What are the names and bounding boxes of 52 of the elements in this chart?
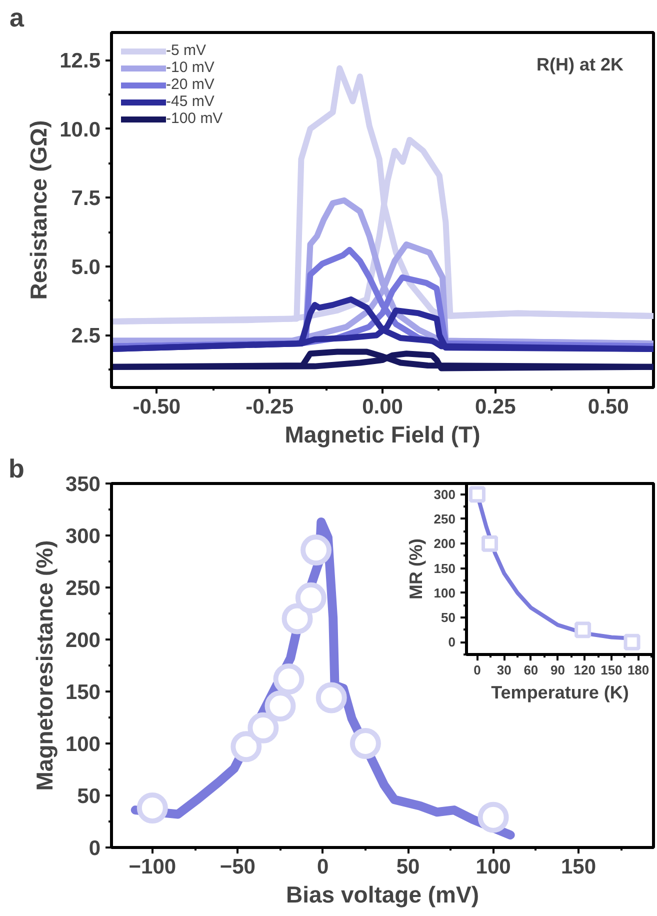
x-tick-label: 30 bbox=[496, 662, 512, 678]
y-axis-title: MR (%) bbox=[406, 538, 426, 600]
y-tick-label: 50 bbox=[441, 610, 456, 626]
x-tick-label: 100 bbox=[476, 856, 511, 878]
y-tick-label: 5.0 bbox=[71, 256, 101, 279]
legend-label: -5 mV bbox=[166, 42, 206, 59]
text: a bbox=[10, 2, 24, 32]
legend-label: -10 mV bbox=[166, 59, 214, 76]
x-tick-label: −100 bbox=[128, 856, 176, 878]
x-tick-label: 0 bbox=[474, 662, 481, 678]
x-tick-label: 0.25 bbox=[474, 396, 516, 418]
x-tick-label: −50 bbox=[220, 856, 256, 878]
x-axis-title: Magnetic Field (T) bbox=[284, 422, 480, 448]
y-tick-label: 100 bbox=[434, 585, 456, 600]
y-tick-label: 200 bbox=[434, 536, 456, 552]
y-tick-label: 50 bbox=[77, 785, 100, 808]
text: b bbox=[8, 454, 24, 484]
x-tick-label: 0 bbox=[317, 856, 329, 878]
y-tick-label: 0 bbox=[88, 837, 101, 860]
y-tick-label: 250 bbox=[434, 511, 456, 526]
y-tick-label: 0 bbox=[448, 634, 456, 650]
y-tick-label: 150 bbox=[65, 681, 101, 704]
y-tick-label: 7.5 bbox=[71, 187, 101, 210]
y-tick-label: 2.5 bbox=[71, 324, 101, 348]
x-axis-title: Temperature (K) bbox=[491, 682, 629, 702]
legend-label: -20 mV bbox=[166, 76, 214, 93]
x-tick-label: -0.50 bbox=[132, 396, 181, 418]
y-tick-label: 350 bbox=[65, 473, 101, 496]
y-tick-label: 12.5 bbox=[60, 50, 101, 73]
y-axis-title: Resistance (GΩ) bbox=[26, 120, 52, 300]
y-tick-label: 300 bbox=[65, 525, 101, 548]
x-tick-label: 50 bbox=[396, 856, 420, 878]
y-tick-label: 200 bbox=[65, 629, 101, 652]
y-tick-label: 150 bbox=[434, 560, 456, 576]
legend-label: -100 mV bbox=[166, 110, 223, 127]
y-tick-label: 300 bbox=[434, 486, 456, 502]
x-tick-label: 90 bbox=[550, 662, 565, 678]
x-tick-label: 150 bbox=[600, 662, 622, 678]
legend-label: -45 mV bbox=[166, 93, 214, 110]
x-tick-label: 0.50 bbox=[588, 396, 629, 418]
x-tick-label: -0.25 bbox=[246, 396, 294, 418]
x-tick-label: 180 bbox=[627, 662, 650, 678]
y-axis-title: Magnetoresistance (%) bbox=[31, 540, 58, 791]
y-tick-label: 10.0 bbox=[60, 118, 101, 142]
x-tick-label: 120 bbox=[574, 662, 596, 678]
y-tick-label: 100 bbox=[65, 733, 101, 756]
x-tick-label: 150 bbox=[560, 856, 596, 878]
y-tick-label: 250 bbox=[65, 577, 101, 600]
x-axis-title: Bias voltage (mV) bbox=[286, 882, 479, 908]
x-tick-label: 0.00 bbox=[362, 396, 403, 418]
annotation: R(H) at 2K bbox=[536, 54, 624, 74]
x-tick-label: 60 bbox=[524, 662, 538, 678]
